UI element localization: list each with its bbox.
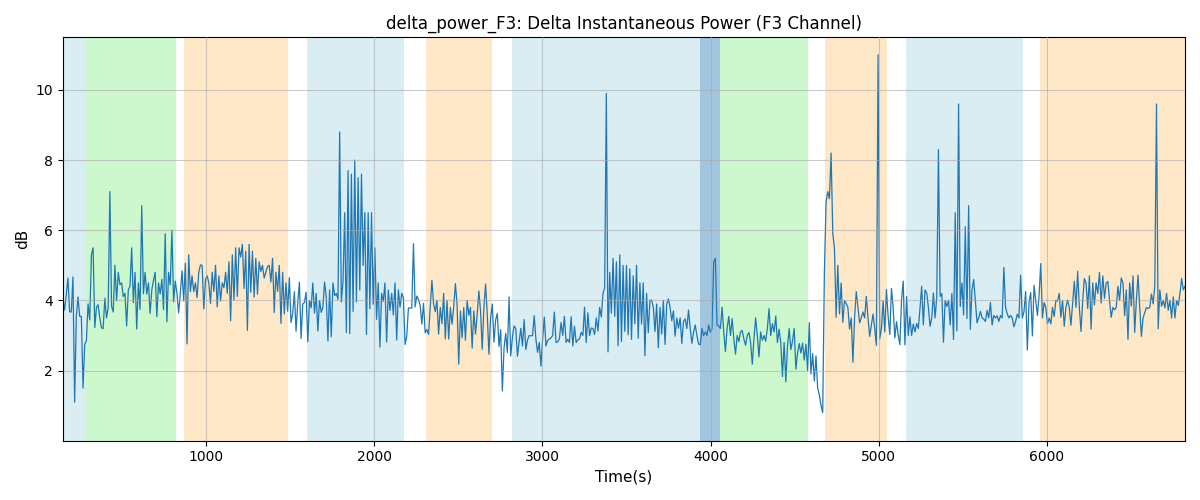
Bar [512,38,701,440]
Bar [720,38,808,440]
Bar [906,38,1024,440]
Bar [184,38,288,440]
Y-axis label: dB: dB [16,229,30,249]
Bar [307,38,404,440]
Bar [824,38,887,440]
Bar [701,38,720,440]
X-axis label: Time(s): Time(s) [595,470,653,485]
Title: delta_power_F3: Delta Instantaneous Power (F3 Channel): delta_power_F3: Delta Instantaneous Powe… [386,15,862,34]
Bar [426,38,492,440]
Bar [62,38,86,440]
Bar [1040,38,1184,440]
Bar [86,38,175,440]
